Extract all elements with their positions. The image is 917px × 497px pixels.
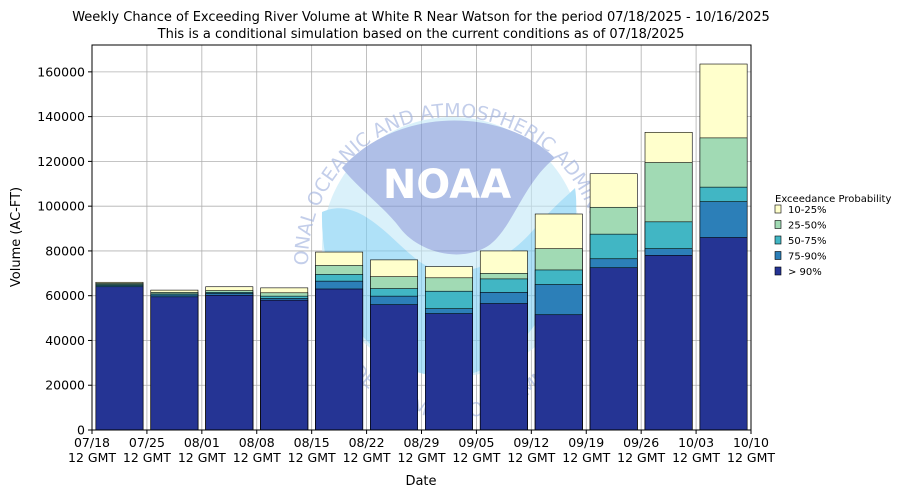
legend-label-4: > 90%	[788, 267, 822, 278]
y-tick-label-8: 160000	[37, 64, 85, 79]
x-tick-label-3: 08/08 12 GMT	[233, 435, 281, 465]
x-tick-label-9: 09/19 12 GMT	[562, 435, 610, 465]
y-tick-label-7: 140000	[37, 109, 85, 124]
bar-90-11	[699, 237, 748, 431]
bar-90-7	[479, 303, 528, 431]
chart-title: Weekly Chance of Exceeding River Volume …	[72, 10, 770, 25]
legend-title: Exceedance Probability	[775, 194, 891, 205]
legend-swatch-2	[774, 235, 782, 245]
bar-90-3	[260, 299, 309, 431]
y-tick-label-1: 20000	[45, 378, 85, 393]
chart-subtitle: This is a conditional simulation based o…	[157, 27, 685, 42]
bar-90-4	[315, 288, 364, 431]
y-tick-label-6: 120000	[37, 154, 85, 169]
legend-swatch-4	[774, 266, 782, 276]
legend-swatch-3	[774, 251, 782, 260]
legend-label-3: 75-90%	[788, 252, 827, 263]
legend: Exceedance Probability 10-25% 25-50% 50-75…	[774, 194, 891, 278]
x-tick-label-12: 10/10 12 GMT	[727, 435, 775, 465]
bar-90-2	[205, 294, 254, 431]
x-tick-label-0: 07/18 12 GMT	[68, 435, 116, 465]
legend-label-1: 25-50%	[788, 221, 827, 232]
legend-swatch-1	[774, 220, 782, 229]
axes: 0 20000 40000 60000 80000 100000 120000 140000 1…	[37, 44, 775, 465]
y-tick-label-0: 0	[77, 423, 85, 438]
x-tick-label-10: 09/26 12 GMT	[617, 435, 665, 465]
y-tick-label-4: 80000	[45, 243, 85, 258]
x-tick-label-6: 08/29 12 GMT	[398, 435, 446, 465]
y-tick-label-5: 100000	[37, 199, 85, 214]
x-tick-label-4: 08/15 12 GMT	[288, 435, 336, 465]
bar-90-6	[425, 313, 473, 431]
legend-label-0: 10-25%	[788, 205, 827, 216]
watermark-logo-text: NOAA	[383, 162, 511, 208]
bar-90-1	[150, 296, 199, 431]
bar-90-10	[644, 255, 693, 431]
bars	[95, 63, 748, 431]
y-tick-label-2: 40000	[45, 333, 85, 348]
x-tick-label-1: 07/25 12 GMT	[123, 435, 171, 465]
y-axis-label: Volume (AC-FT)	[9, 187, 24, 287]
legend-label-2: 50-75%	[788, 236, 827, 247]
bar-90-5	[370, 304, 418, 431]
legend-swatch-0	[774, 204, 782, 214]
noaa-seagull-shape	[342, 120, 555, 255]
x-tick-label-7: 09/05 12 GMT	[452, 435, 500, 465]
x-tick-label-8: 09/12 12 GMT	[507, 435, 555, 465]
bar-90-0	[95, 286, 144, 431]
x-axis-label: Date	[405, 474, 436, 489]
x-tick-label-2: 08/01 12 GMT	[178, 435, 226, 465]
bar-90-8	[534, 314, 583, 431]
bar-90-9	[589, 267, 638, 431]
y-tick-label-3: 60000	[45, 288, 85, 303]
x-tick-label-5: 08/22 12 GMT	[343, 435, 391, 465]
x-tick-label-11: 10/03 12 GMT	[672, 435, 720, 465]
